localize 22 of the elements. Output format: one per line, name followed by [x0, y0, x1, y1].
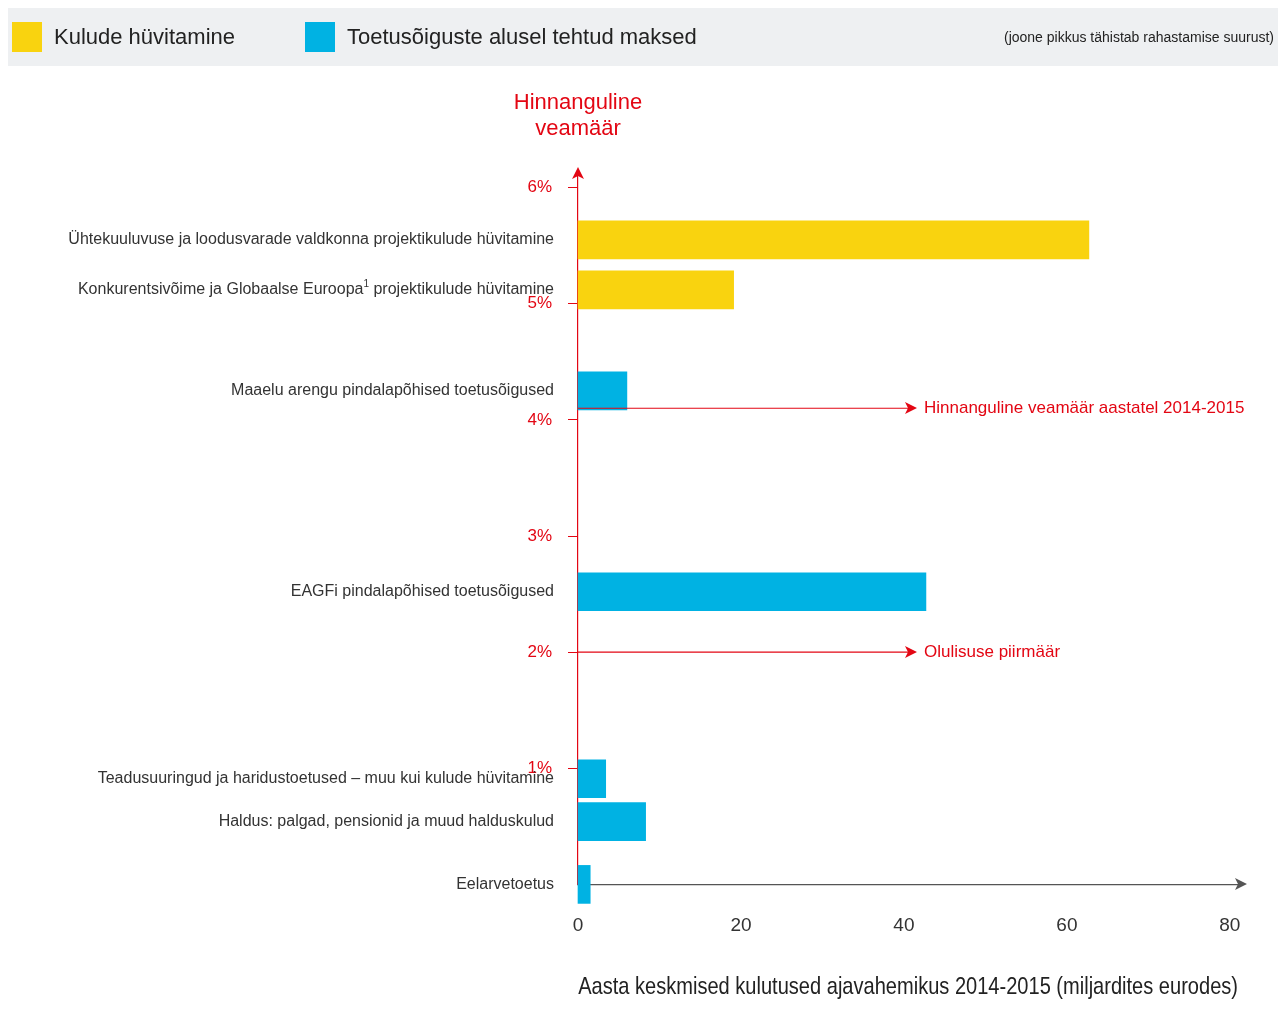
x-axis-title: Aasta keskmised kulutused ajavahemikus 2014-2015 (miljardites eurodes): [578, 972, 1238, 1000]
x-tick-label: 20: [730, 914, 752, 936]
text: (joone pikkus tähistab rahastamise suurust): [1003, 29, 1274, 45]
x-tick-label: 0: [572, 914, 584, 936]
y-tick-label: 2%: [527, 641, 552, 661]
ref-line-label: Hinnanguline veamäär aastatel 2014-2015: [924, 397, 1245, 417]
y-tick-label: 5%: [527, 293, 552, 313]
legend-label: Toetusõiguste alusel tehtud maksed: [347, 24, 697, 50]
y-axis-title: Hinnanguline veamäär: [513, 89, 643, 141]
text: EAGFi pindalapõhised toetusõigused: [290, 582, 555, 600]
y-tick-label: 4%: [527, 409, 552, 429]
ref-line-label: Olulisuse piirmäär: [924, 641, 1061, 661]
y-tick-label: 3%: [527, 525, 552, 545]
x-tick-label: 60: [1056, 914, 1078, 936]
x-tick-label: 40: [893, 914, 915, 936]
x-tick-label: 80: [1219, 914, 1241, 936]
legend-label: Kulude hüvitamine: [54, 24, 236, 50]
text: Eelarvetoetus: [456, 874, 555, 892]
y-tick-label: 6%: [527, 177, 552, 197]
text: Haldus: palgad, pensionid ja muud halduskulud: [218, 812, 554, 830]
text: Maaelu arengu pindalapõhised toetusõigused: [231, 381, 555, 399]
text: Ühtekuuluvuse ja loodusvarade valdkonna projektikulude hüvitamine: [68, 230, 555, 248]
